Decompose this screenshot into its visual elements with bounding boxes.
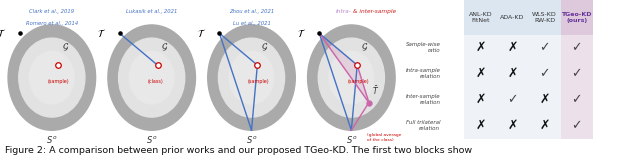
Text: ✓: ✓ <box>572 41 582 54</box>
FancyBboxPatch shape <box>464 61 497 87</box>
Ellipse shape <box>208 25 295 130</box>
Text: ANL-KD
FitNet: ANL-KD FitNet <box>468 12 492 23</box>
Text: TGeo-KD
(ours): TGeo-KD (ours) <box>561 12 592 23</box>
Text: $\mathcal{T}$: $\mathcal{T}$ <box>0 27 6 39</box>
Text: Full trilateral
relation: Full trilateral relation <box>406 120 440 131</box>
Text: (sample): (sample) <box>48 79 70 84</box>
Ellipse shape <box>108 25 195 130</box>
Text: ✗: ✗ <box>507 41 518 54</box>
Text: Clark et al., 2019: Clark et al., 2019 <box>29 9 74 14</box>
Text: ✓: ✓ <box>540 41 550 54</box>
Text: ✗: ✗ <box>475 119 486 132</box>
FancyBboxPatch shape <box>464 35 497 61</box>
Text: ✗: ✗ <box>475 41 486 54</box>
Text: ✗: ✗ <box>507 119 518 132</box>
Text: $\bar{T}$: $\bar{T}$ <box>372 84 379 97</box>
FancyBboxPatch shape <box>561 113 593 139</box>
Text: Romero et al., 2014: Romero et al., 2014 <box>26 21 78 26</box>
Text: (sample): (sample) <box>348 79 369 84</box>
FancyBboxPatch shape <box>497 87 529 113</box>
FancyBboxPatch shape <box>561 61 593 87</box>
Text: ✓: ✓ <box>572 119 582 132</box>
Text: ✗: ✗ <box>475 93 486 106</box>
FancyBboxPatch shape <box>497 35 529 61</box>
Text: ✗: ✗ <box>540 119 550 132</box>
Text: WLS-KD
RW-KD: WLS-KD RW-KD <box>532 12 557 23</box>
Text: Zhou et al., 2021: Zhou et al., 2021 <box>229 9 274 14</box>
FancyBboxPatch shape <box>464 0 497 35</box>
Text: $\mathcal{T}$: $\mathcal{T}$ <box>296 27 306 39</box>
FancyBboxPatch shape <box>464 87 497 113</box>
Text: ✓: ✓ <box>540 67 550 80</box>
Ellipse shape <box>8 25 95 130</box>
Ellipse shape <box>308 25 395 130</box>
Text: (sample): (sample) <box>248 79 269 84</box>
Text: Intra-: Intra- <box>335 9 351 14</box>
FancyBboxPatch shape <box>561 87 593 113</box>
Polygon shape <box>319 33 369 102</box>
Text: $\mathcal{G}$: $\mathcal{G}$ <box>161 41 169 53</box>
Text: ADA-KD: ADA-KD <box>500 15 525 20</box>
Text: Sample-wise
ratio: Sample-wise ratio <box>406 42 440 53</box>
Text: ✓: ✓ <box>572 67 582 80</box>
Text: ✓: ✓ <box>572 93 582 106</box>
Text: $\mathcal{T}$: $\mathcal{T}$ <box>196 27 206 39</box>
Text: $S^o$: $S^o$ <box>46 134 58 145</box>
Text: $S^o$: $S^o$ <box>346 134 357 145</box>
FancyBboxPatch shape <box>464 113 497 139</box>
Ellipse shape <box>29 51 74 104</box>
Text: Lu et al., 2021: Lu et al., 2021 <box>232 21 271 26</box>
FancyBboxPatch shape <box>561 35 593 61</box>
Text: $S^o$: $S^o$ <box>246 134 257 145</box>
Text: ✗: ✗ <box>507 67 518 80</box>
Ellipse shape <box>229 51 274 104</box>
Text: $\mathcal{T}$: $\mathcal{T}$ <box>97 27 106 39</box>
Ellipse shape <box>129 51 174 104</box>
Ellipse shape <box>318 38 385 117</box>
FancyBboxPatch shape <box>529 87 561 113</box>
Text: Figure 2: A comparison between prior works and our proposed TGeo-KD. The first t: Figure 2: A comparison between prior wor… <box>5 145 472 154</box>
Text: Intra-sample
relation: Intra-sample relation <box>406 68 440 79</box>
Ellipse shape <box>19 38 85 117</box>
Text: $S^o$: $S^o$ <box>146 134 157 145</box>
Text: $\mathcal{G}$: $\mathcal{G}$ <box>61 41 69 53</box>
FancyBboxPatch shape <box>529 0 561 35</box>
Text: ✓: ✓ <box>507 93 518 106</box>
Ellipse shape <box>118 38 185 117</box>
Text: $\mathcal{G}$: $\mathcal{G}$ <box>261 41 269 53</box>
FancyBboxPatch shape <box>529 35 561 61</box>
Ellipse shape <box>218 38 285 117</box>
Text: Inter-sample
relation: Inter-sample relation <box>406 94 440 105</box>
FancyBboxPatch shape <box>529 113 561 139</box>
Ellipse shape <box>329 51 374 104</box>
Text: (class): (class) <box>148 79 164 84</box>
Text: ✗: ✗ <box>475 67 486 80</box>
Text: (global average
of the class): (global average of the class) <box>367 133 401 142</box>
FancyBboxPatch shape <box>561 0 593 35</box>
FancyBboxPatch shape <box>497 0 529 35</box>
Text: ✗: ✗ <box>540 93 550 106</box>
FancyBboxPatch shape <box>529 61 561 87</box>
Text: Lukasik et al., 2021: Lukasik et al., 2021 <box>126 9 177 14</box>
FancyBboxPatch shape <box>497 61 529 87</box>
FancyBboxPatch shape <box>497 113 529 139</box>
Text: & inter-sample: & inter-sample <box>351 9 397 14</box>
Text: $\mathcal{G}$: $\mathcal{G}$ <box>361 41 369 53</box>
